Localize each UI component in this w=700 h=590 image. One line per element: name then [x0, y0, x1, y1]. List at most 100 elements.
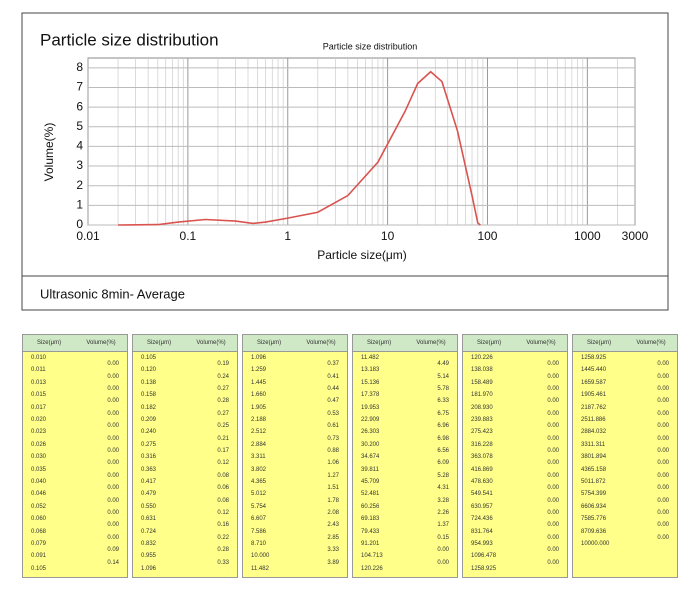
volume-cell: 0.00	[547, 522, 559, 529]
size-cell: 0.013	[31, 379, 47, 386]
caption: Ultrasonic 8min- Average	[40, 286, 185, 301]
header-cell: Volume(%)	[416, 340, 446, 346]
size-cell: 69.183	[361, 516, 380, 523]
size-cell: 181.970	[471, 392, 493, 399]
volume-cell: 0.00	[437, 547, 449, 554]
volume-cell: 0.00	[547, 497, 559, 504]
volume-cell: 0.00	[547, 559, 559, 566]
volume-cell: 1.37	[437, 522, 449, 529]
volume-cell: 0.00	[547, 448, 559, 454]
size-cell: 2884.032	[581, 429, 607, 436]
table-header: Size(μm) Volume(%)	[353, 335, 457, 352]
volume-cell: 0.00	[107, 448, 119, 454]
size-cell: 363.078	[471, 454, 493, 461]
volume-cell: 0.00	[107, 423, 119, 430]
data-table: Size(μm) Volume(%) 11.482 13.183 15.136 17.37…	[352, 334, 458, 578]
volume-cell: 2.08	[327, 510, 339, 516]
header-cell: Size(μm)	[476, 340, 502, 346]
volume-cell: 0.00	[547, 386, 559, 392]
data-table: Size(μm) Volume(%) 1.096 1.259 1.445 1.660 1.9…	[242, 334, 348, 578]
volume-cell: 0.00	[107, 435, 119, 442]
volume-cell: 0.08	[217, 497, 229, 504]
volume-cell: 3.28	[437, 497, 449, 504]
size-cell: 39.811	[361, 466, 379, 473]
size-cell: 2.188	[251, 417, 267, 423]
volume-cell: 6.33	[437, 398, 449, 405]
size-cell: 0.550	[141, 503, 157, 510]
volume-cell: 0.00	[107, 460, 119, 467]
volume-cell: 0.00	[547, 423, 559, 430]
y-axis-label: Volume(%)	[42, 123, 56, 182]
volume-cell: 6.98	[437, 435, 449, 442]
chart-frame	[21, 12, 669, 311]
size-cell: 0.275	[141, 441, 157, 448]
data-table: Size(μm) Volume(%) 120.226 138.038 158.489 18…	[462, 334, 568, 578]
size-cell: 22.909	[361, 417, 380, 423]
volume-cell: 0.00	[547, 398, 559, 405]
volume-cell: 0.44	[327, 386, 339, 392]
header-cell: Volume(%)	[526, 340, 556, 346]
volume-cell: 2.26	[437, 510, 449, 516]
volume-cell: 0.88	[327, 448, 339, 454]
size-cell: 45.709	[361, 479, 380, 485]
size-cell: 52.481	[361, 491, 380, 498]
size-cell: 0.105	[141, 355, 157, 361]
size-cell: 17.378	[361, 392, 380, 399]
volume-cell: 6.96	[437, 423, 449, 430]
size-cell: 1.660	[251, 392, 267, 399]
volume-cell: 0.24	[217, 373, 229, 380]
volume-cell: 1.78	[327, 497, 339, 504]
size-cell: 0.158	[141, 392, 157, 399]
size-cell: 1659.587	[581, 379, 607, 386]
volume-cell: 0.12	[217, 460, 229, 467]
size-cell: 0.631	[141, 516, 157, 523]
size-cell: 1.096	[251, 355, 267, 361]
size-cell: 8.710	[251, 541, 267, 547]
size-cell: 1.096	[141, 565, 157, 572]
size-cell: 0.068	[31, 528, 47, 535]
size-cell: 26.303	[361, 429, 380, 436]
volume-cell: 0.00	[437, 559, 449, 566]
size-cell: 0.020	[31, 417, 47, 423]
data-table: Size(μm) Volume(%) 0.010 0.011 0.013 0.015 0.0…	[22, 334, 128, 578]
size-cell: 15.136	[361, 379, 380, 386]
x-tick-label: 100	[477, 229, 497, 243]
y-tick-label: 1	[76, 198, 83, 212]
volume-cell: 0.00	[657, 361, 669, 368]
size-cell: 0.209	[141, 417, 157, 423]
size-cell: 0.060	[31, 516, 47, 523]
volume-cell: 2.85	[327, 534, 339, 541]
size-cell: 158.489	[471, 379, 493, 386]
size-cell: 1096.478	[471, 553, 497, 560]
size-cell: 5.754	[251, 503, 267, 510]
volume-cell: 0.00	[547, 373, 559, 380]
data-table: Size(μm) Volume(%) 0.105 0.120 0.138 0.158 0.1…	[132, 334, 238, 578]
volume-cell: 0.08	[217, 472, 229, 479]
size-cell: 19.953	[361, 404, 380, 411]
size-cell: 0.040	[31, 479, 47, 485]
volume-cell: 0.00	[107, 534, 119, 541]
size-cell: 416.869	[471, 466, 493, 473]
size-cell: 1.259	[251, 367, 267, 374]
size-cell: 3.802	[251, 466, 267, 473]
y-tick-label: 3	[76, 158, 83, 172]
size-cell: 7585.776	[581, 516, 607, 523]
size-cell: 0.479	[141, 491, 157, 498]
volume-cell: 4.49	[437, 361, 449, 368]
volume-cell: 0.47	[327, 398, 339, 405]
volume-cell: 1.27	[327, 472, 339, 479]
size-cell: 6.607	[251, 516, 267, 523]
size-cell: 1258.925	[471, 565, 497, 572]
size-cell: 11.482	[251, 565, 269, 572]
size-cell: 5011.872	[581, 479, 606, 485]
size-cell: 2511.886	[581, 417, 606, 423]
size-cell: 208.930	[471, 404, 493, 411]
volume-cell: 0.00	[547, 410, 559, 417]
size-cell: 549.541	[471, 491, 493, 498]
size-cell: 239.883	[471, 417, 493, 423]
header-cell: Size(μm)	[586, 340, 612, 346]
volume-cell: 0.00	[657, 373, 669, 380]
size-cell: 10.000	[251, 553, 270, 560]
size-cell: 0.035	[31, 466, 47, 473]
size-cell: 91.201	[361, 541, 380, 547]
